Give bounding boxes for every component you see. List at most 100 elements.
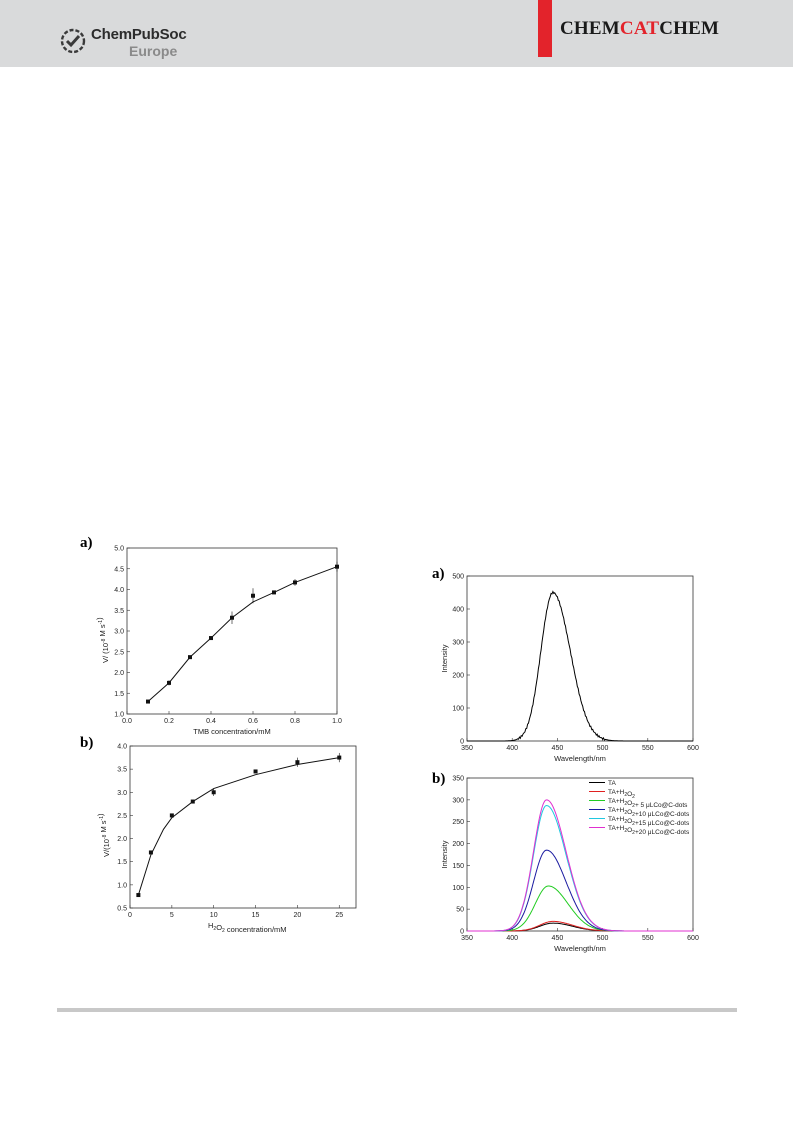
x-axis-label: Wavelength/nm: [554, 944, 606, 953]
x-tick-label: 350: [461, 935, 473, 942]
legend-label-part: TA+H: [608, 825, 625, 832]
y-tick-label: 150: [452, 863, 464, 870]
legend-label-part: 2: [632, 794, 635, 800]
x-axis-label-part: H: [208, 921, 213, 930]
y-tick-label: 2.5: [114, 649, 124, 656]
chart-fluorescence-ta: 350 400 450 500 550 600 0 100 200 300 400 500 Wavele…: [440, 574, 699, 764]
legend-label: TA+H2O2+10 μLCo@C-dots: [608, 807, 690, 818]
y-tick-label: 3.5: [117, 767, 127, 774]
data-point: [211, 790, 216, 795]
x-tick-label: 20: [294, 912, 302, 919]
x-tick-label: 25: [335, 912, 343, 919]
x-axis-label-part: 2: [213, 926, 216, 932]
x-tick-label: 10: [210, 912, 218, 919]
y-axis-label-part: V/(10: [102, 839, 111, 857]
legend-label-part: 2: [624, 819, 627, 825]
x-axis-label-part: O: [216, 923, 222, 932]
chart-fluorescence-cdots: 350 400 450 500 550 600 0 50 100 150 200 250 300 350 T…: [440, 776, 699, 954]
legend-label-part: +10 μLCo@C-dots: [635, 811, 690, 818]
legend-label: TA+H2O2+ 5 μLCo@C-dots: [608, 798, 688, 809]
y-tick-label: 2.0: [114, 670, 124, 677]
panel-label-left-b: b): [80, 735, 94, 751]
legend-label-part: 2: [624, 828, 627, 834]
header-accent-bar: [538, 0, 552, 57]
data-point: [209, 636, 213, 641]
x-tick-label: 5: [170, 912, 174, 919]
publisher-name: ChemPubSoc: [91, 26, 187, 43]
legend-label-part: 2: [624, 792, 627, 798]
plot-frame: [129, 745, 357, 909]
y-tick-label: 1.5: [114, 691, 124, 698]
panel-label-left-a: a): [80, 535, 93, 551]
legend-label: TA+H2O2+20 μLCo@C-dots: [608, 825, 690, 836]
y-tick-label: 200: [452, 841, 464, 848]
x-tick-label: 0.2: [164, 718, 174, 725]
legend-label-part: + 5 μLCo@C-dots: [635, 802, 688, 809]
series-line: [467, 885, 693, 932]
data-point: [167, 680, 171, 685]
journal-title-left: CHEM: [560, 18, 620, 39]
y-tick-label: 2.5: [117, 813, 127, 820]
legend-label-part: 2: [632, 812, 635, 818]
data-point: [190, 799, 195, 804]
data-point: [148, 850, 153, 855]
series-line: [467, 590, 693, 742]
data-point: [169, 813, 174, 818]
legend-label-part: 2: [624, 801, 627, 807]
y-axis-label-part: M s: [99, 820, 108, 834]
y-tick-label: 100: [452, 706, 464, 713]
y-tick-label: 1.5: [117, 859, 127, 866]
y-axis-label-part: -1: [98, 620, 104, 625]
x-tick-label: 500: [597, 935, 609, 942]
y-tick-label: 2.0: [117, 836, 127, 843]
legend-label-part: 2: [624, 810, 627, 816]
data-point: [230, 615, 234, 620]
y-tick-label: 400: [452, 607, 464, 614]
y-tick-label: 4.5: [114, 566, 124, 573]
journal-header: ChemPubSoc Europe CHEMCATCHEM: [0, 0, 793, 67]
plot-frame: [466, 777, 694, 932]
data-point: [335, 564, 339, 569]
y-tick-label: 300: [452, 797, 464, 804]
y-tick-label: 1.0: [114, 712, 124, 719]
journal-title-right: CHEM: [659, 18, 720, 39]
y-tick-label: 0: [460, 739, 464, 746]
chempubsoc-logo-icon: [60, 28, 86, 54]
y-axis-label: V/(10-8 M s-1): [96, 813, 111, 857]
x-tick-label: 0.8: [290, 718, 300, 725]
legend-label-part: +20 μLCo@C-dots: [635, 829, 690, 836]
x-tick-label: 550: [642, 935, 654, 942]
x-axis-label: TMB concentration/mM: [193, 727, 271, 736]
y-axis-label-part: ): [95, 617, 104, 620]
y-tick-label: 50: [456, 907, 464, 914]
x-axis-label: Wavelength/nm: [554, 754, 606, 763]
x-tick-label: 400: [506, 745, 518, 752]
legend-label-part: TA+H: [608, 798, 625, 805]
x-tick-label: 600: [687, 745, 699, 752]
legend-label-part: TA+H: [608, 816, 625, 823]
y-tick-label: 200: [452, 673, 464, 680]
y-tick-label: 4.0: [114, 587, 124, 594]
publisher-logo: ChemPubSoc Europe: [60, 22, 220, 62]
data-point: [295, 760, 300, 765]
x-tick-label: 1.0: [332, 718, 342, 725]
legend-label-part: O: [627, 818, 632, 825]
x-tick-label: 500: [597, 745, 609, 752]
y-tick-label: 100: [452, 885, 464, 892]
x-tick-label: 0.0: [122, 718, 132, 725]
x-tick-label: 450: [552, 745, 564, 752]
y-axis-label-part: -8: [102, 834, 108, 839]
panel-label-right-b: b): [432, 771, 446, 787]
y-tick-label: 500: [452, 574, 464, 581]
y-tick-label: 1.0: [117, 882, 127, 889]
x-axis-label: H2O2 concentration/mM: [208, 921, 287, 934]
fit-line: [137, 757, 340, 896]
data-point: [337, 755, 342, 760]
fit-line: [147, 566, 338, 702]
journal-title-mid: CAT: [619, 18, 660, 39]
y-axis-label-part: ): [96, 813, 105, 816]
x-tick-label: 450: [552, 935, 564, 942]
x-axis-label-part: 2: [222, 928, 225, 934]
x-tick-label: 0.6: [248, 718, 258, 725]
